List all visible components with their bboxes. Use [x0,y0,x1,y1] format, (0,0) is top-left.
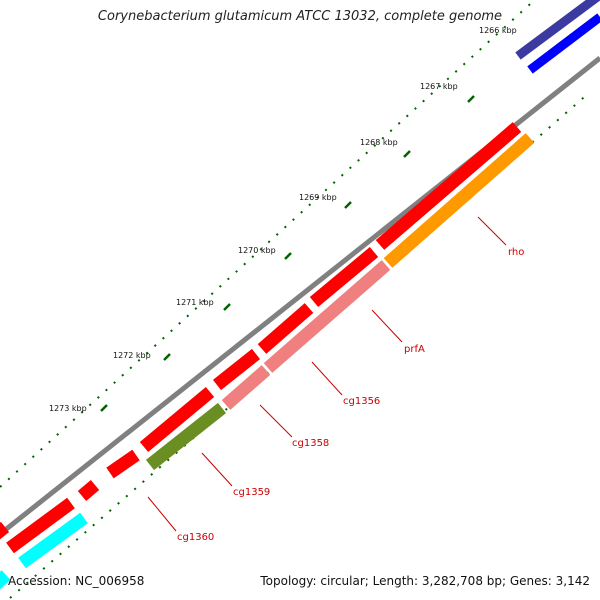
tick-mark [100,404,108,412]
forward-cds [212,348,261,391]
blue-gene-track-inner [527,13,600,74]
gene-label-cg1360: cg1360 [177,532,214,543]
map-title: Corynebacterium glutamicum ATCC 13032, c… [97,9,503,24]
forward-cds [77,480,100,501]
cg1360-leader [147,496,177,532]
rho-leader [477,216,507,246]
prfA-leader [371,309,403,343]
cg1356-gene-bar [221,365,271,410]
forward-strand-genes [0,122,522,554]
cg1356-leader [311,361,343,396]
forward-cds [257,303,314,354]
tick-label-1267: 1267 kbp [420,82,458,91]
outer-dotted-ring [0,0,536,488]
forward-cds [0,521,10,540]
blue-gene-track-outer [515,0,600,60]
tick-label-1271: 1271 kbp [176,298,214,307]
forward-cds [106,449,140,479]
tick-label-1270: 1270 kbp [238,246,276,255]
tick-mark [344,201,352,209]
accession-label: Accession: NC_006958 [8,574,145,588]
tick-mark [223,303,231,311]
gene-label-cg1359: cg1359 [233,487,270,498]
tick-mark [467,95,475,103]
tick-label-1266: 1266 kbp [479,26,517,35]
tick-label-1269: 1269 kbp [299,193,337,202]
gene-label-cg1358: cg1358 [292,438,329,449]
forward-cds [6,497,75,554]
gene-label-prfA: prfA [404,344,425,355]
gene-label-rho: rho [508,247,524,258]
tick-label-1273: 1273 kbp [49,404,87,413]
genome-stats-label: Topology: circular; Length: 3,282,708 bp… [260,574,590,588]
tick-label-1272: 1272 kbp [113,351,151,360]
forward-cds [309,247,379,307]
cg1360-gene-bar [18,512,88,569]
tick-mark [284,252,292,260]
cg1359-leader [201,452,233,487]
cg1359-gene-bar [145,402,227,471]
cyan-gene-fragment [0,570,11,590]
gene-label-cg1356: cg1356 [343,396,380,407]
tick-mark [163,353,171,361]
tick-label-1268: 1268 kbp [360,138,398,147]
tick-mark [403,150,411,158]
rho-gene-bar [383,133,535,268]
reverse-strand-genes [0,133,535,590]
label-leaders [147,216,507,532]
forward-cds [375,122,522,250]
tick-marks [100,95,475,412]
forward-cds [139,387,215,452]
prfA-gene-bar [263,260,391,373]
cg1358-leader [259,404,293,438]
